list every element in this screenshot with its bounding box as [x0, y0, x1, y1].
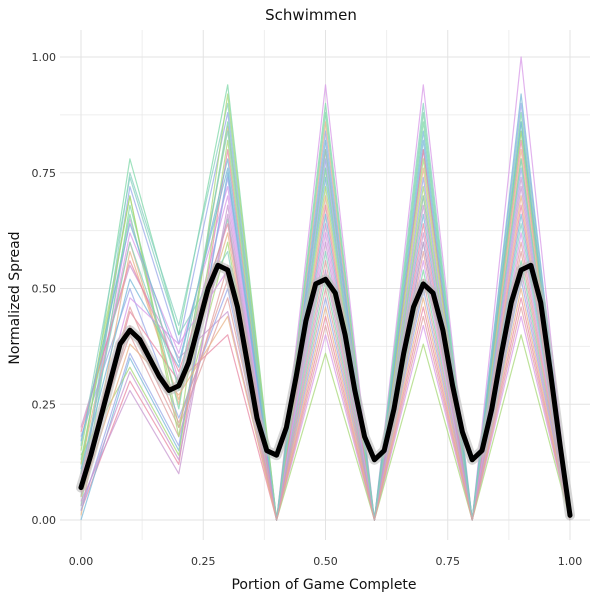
- x-axis-label: Portion of Game Complete: [231, 577, 416, 593]
- series-line: [80, 121, 571, 521]
- y-tick-label: 0.00: [32, 514, 57, 527]
- y-tick-label: 0.25: [32, 398, 57, 411]
- mean-series-line: [78, 262, 573, 518]
- x-tick-label: 0.00: [69, 555, 94, 568]
- x-tick-label: 1.00: [558, 555, 583, 568]
- x-tick-label: 0.50: [313, 555, 338, 568]
- tick-labels: 0.00 0.25 0.50 0.75 1.00 0.00 0.25 0.50 0.75 1.00: [32, 51, 583, 568]
- x-tick-label: 0.25: [191, 555, 216, 568]
- y-axis-label: Normalized Spread: [7, 231, 23, 364]
- series-line: [80, 139, 571, 521]
- series-line: [80, 186, 571, 521]
- y-tick-label: 0.50: [32, 283, 57, 296]
- chart-title: Schwimmen: [265, 6, 357, 24]
- y-tick-label: 1.00: [32, 51, 57, 64]
- mean-series-group: [76, 260, 575, 521]
- y-tick-label: 0.75: [32, 167, 57, 180]
- x-tick-label: 0.75: [436, 555, 461, 568]
